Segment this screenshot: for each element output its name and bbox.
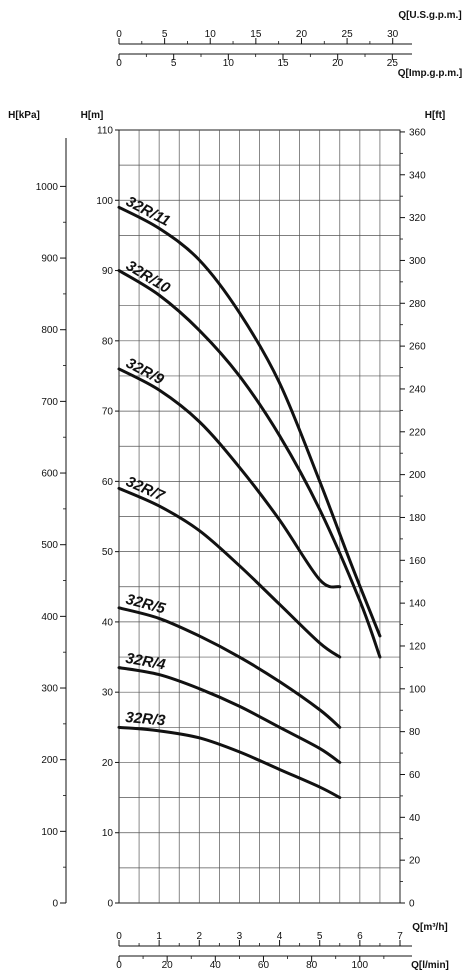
curve-32r-10: [117, 269, 382, 659]
q-usgpm-tick-label: 10: [205, 29, 217, 40]
q-m3h-tick-label: 5: [317, 931, 323, 942]
q-m3h-tick-label: 7: [397, 931, 403, 942]
h-m-tick-label: 110: [97, 126, 113, 137]
h-kpa-tick-label: 200: [41, 755, 58, 766]
h-kpa-tick-label: 100: [41, 827, 58, 838]
q-usgpm-tick-label: 30: [387, 29, 399, 40]
h-ft-tick-label: 360: [409, 127, 426, 138]
h-ft-tick-label: 0: [409, 899, 415, 910]
h-m-tick-label: 20: [102, 758, 114, 769]
q-m3h-tick-label: 2: [197, 931, 203, 942]
series-label-32r-3: 32R/3: [125, 709, 167, 729]
q-lmin-tick-label: 0: [116, 960, 122, 971]
h-ft-tick-label: 260: [409, 342, 426, 353]
series-label-32r-4: 32R/4: [124, 650, 167, 674]
h-kpa-tick-label: 500: [41, 540, 58, 551]
q-usgpm-axis-label: Q[U.S.g.p.m.]: [398, 10, 461, 21]
h-ft-tick-label: 40: [409, 813, 421, 824]
q-usgpm-tick-label: 20: [296, 29, 308, 40]
q-m3h-tick-label: 4: [277, 931, 283, 942]
h-ft-tick-label: 120: [409, 641, 426, 652]
h-m-axis-label: H[m]: [81, 110, 104, 121]
h-m-tick-label: 40: [102, 617, 114, 628]
q-lmin-tick-label: 100: [351, 960, 368, 971]
h-ft-tick-label: 340: [409, 170, 426, 181]
h-kpa-tick-label: 900: [41, 254, 58, 265]
h-m-tick-label: 90: [102, 266, 114, 277]
q-lmin-tick-label: 60: [258, 960, 270, 971]
series-label-32r-11: 32R/11: [123, 193, 173, 230]
h-kpa-tick-label: 0: [52, 899, 58, 910]
h-ft-tick-label: 220: [409, 427, 426, 438]
h-kpa-tick-label: 700: [41, 397, 58, 408]
q-impgpm-tick-label: 20: [332, 58, 344, 69]
h-ft-tick-label: 80: [409, 727, 421, 738]
h-kpa-tick-label: 300: [41, 684, 58, 695]
h-ft-tick-label: 100: [409, 684, 426, 695]
curve-32r-5: [117, 606, 342, 729]
h-ft-tick-label: 280: [409, 299, 426, 310]
axes: 0102030405060708090100110H[m]01002003004…: [8, 10, 462, 971]
h-m-tick-label: 70: [102, 407, 114, 418]
q-lmin-axis-label: Q[l/min]: [411, 960, 449, 971]
h-m-tick-label: 50: [102, 547, 114, 558]
h-ft-axis-label: H[ft]: [425, 110, 446, 121]
q-m3h-tick-label: 0: [116, 931, 122, 942]
curve-32r-9: [117, 367, 342, 589]
q-usgpm-tick-label: 0: [116, 29, 122, 40]
h-m-tick-label: 30: [102, 688, 114, 699]
q-m3h-tick-label: 1: [156, 931, 162, 942]
q-lmin-tick-label: 80: [306, 960, 318, 971]
q-m3h-tick-label: 6: [357, 931, 363, 942]
h-kpa-axis-label: H[kPa]: [8, 110, 40, 121]
q-lmin-tick-label: 40: [210, 960, 222, 971]
q-usgpm-tick-label: 15: [250, 29, 262, 40]
q-impgpm-tick-label: 15: [277, 58, 289, 69]
q-usgpm-tick-label: 5: [162, 29, 168, 40]
q-usgpm-tick-label: 25: [342, 29, 354, 40]
grid: [118, 129, 401, 904]
q-impgpm-tick-label: 0: [116, 58, 122, 69]
series-curves: [117, 205, 382, 800]
q-impgpm-tick-label: 10: [223, 58, 235, 69]
h-m-tick-label: 80: [102, 336, 114, 347]
h-kpa-tick-label: 600: [41, 469, 58, 480]
h-ft-tick-label: 200: [409, 470, 426, 481]
h-kpa-tick-label: 400: [41, 612, 58, 623]
curve-32r-11: [117, 205, 382, 638]
h-m-tick-label: 10: [102, 828, 114, 839]
h-ft-tick-label: 320: [409, 213, 426, 224]
q-impgpm-axis-label: Q[Imp.g.p.m.]: [398, 68, 462, 79]
h-ft-tick-label: 180: [409, 513, 426, 524]
q-m3h-axis-label: Q[m³/h]: [412, 922, 448, 933]
h-ft-tick-label: 240: [409, 384, 426, 395]
h-ft-tick-label: 60: [409, 770, 421, 781]
curve-32r-4: [117, 666, 342, 764]
h-kpa-tick-label: 1000: [36, 182, 59, 193]
curve-32r-3: [117, 725, 342, 800]
h-ft-tick-label: 160: [409, 556, 426, 567]
h-ft-tick-label: 300: [409, 256, 426, 267]
curve-32r-7: [117, 486, 342, 659]
q-lmin-tick-label: 20: [162, 960, 174, 971]
h-m-tick-label: 0: [107, 899, 113, 910]
q-impgpm-tick-label: 25: [387, 58, 399, 69]
q-m3h-tick-label: 3: [237, 931, 243, 942]
h-m-tick-label: 100: [96, 196, 113, 207]
h-m-tick-label: 60: [102, 477, 114, 488]
h-ft-tick-label: 20: [409, 856, 421, 867]
h-kpa-tick-label: 800: [41, 325, 58, 336]
q-impgpm-tick-label: 5: [171, 58, 177, 69]
h-ft-tick-label: 140: [409, 599, 426, 610]
